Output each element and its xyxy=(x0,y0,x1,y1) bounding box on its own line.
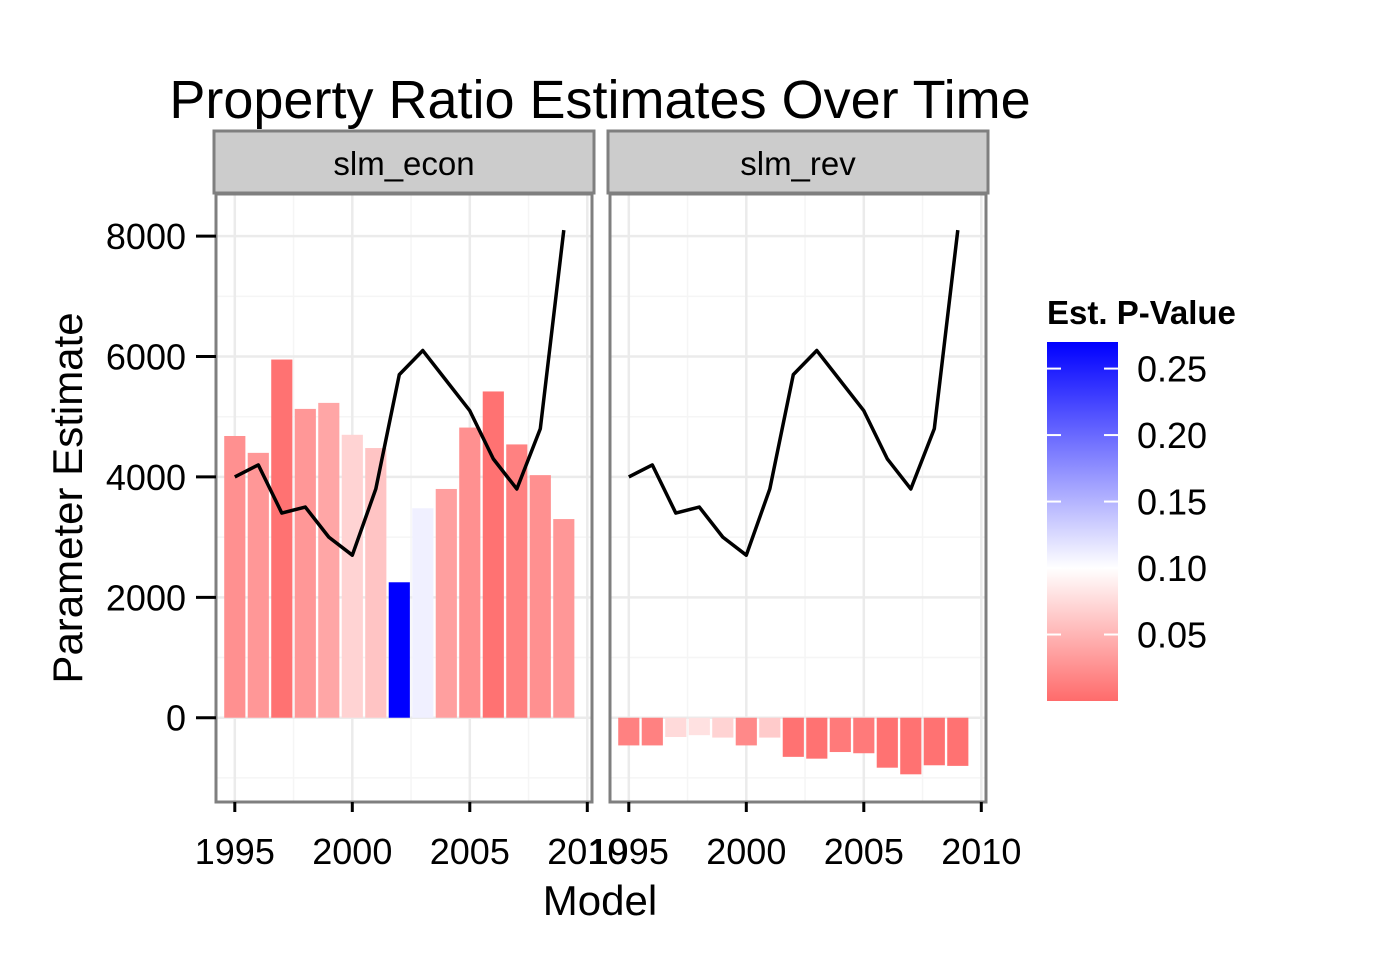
bar xyxy=(829,717,851,753)
bar xyxy=(365,448,387,718)
y-tick-label: 0 xyxy=(166,698,186,739)
bar xyxy=(224,435,246,718)
bar xyxy=(318,402,340,718)
bar xyxy=(459,427,481,718)
x-tick-label: 2010 xyxy=(941,831,1021,872)
bar xyxy=(482,391,504,718)
bar xyxy=(435,488,457,718)
facet-strip xyxy=(606,129,990,195)
facet-strip xyxy=(212,129,596,195)
x-tick-label: 2005 xyxy=(430,831,510,872)
x-tick-label: 1995 xyxy=(195,831,275,872)
y-tick-label: 4000 xyxy=(106,457,186,498)
panel-slm-econ: slm_econ xyxy=(212,129,596,804)
bar xyxy=(553,519,575,718)
bar xyxy=(782,717,804,757)
legend: Est. P-Value 0.05 0.10 0.15 0.20 0.25 xyxy=(1047,294,1236,701)
x-tick-label: 2010 xyxy=(547,831,627,872)
bar xyxy=(529,475,551,718)
series-line xyxy=(234,229,566,557)
bar xyxy=(247,452,269,718)
bar xyxy=(947,717,969,766)
bar xyxy=(735,717,757,746)
x-tick-label: 2000 xyxy=(706,831,786,872)
x-tick-label: 1995 xyxy=(589,831,669,872)
bar xyxy=(853,717,875,754)
legend-tick-label: 0.15 xyxy=(1137,482,1207,523)
facet-strip-label: slm_rev xyxy=(740,145,856,182)
legend-tick-label: 0.20 xyxy=(1137,415,1207,456)
facet-strip-label: slm_econ xyxy=(333,145,474,182)
bar xyxy=(688,717,710,736)
bar xyxy=(271,359,293,718)
y-tick-label: 8000 xyxy=(106,216,186,257)
x-tick-label: 2005 xyxy=(824,831,904,872)
x-tick-label: 2000 xyxy=(312,831,392,872)
panel-slm-rev: slm_rev xyxy=(606,129,990,804)
bar xyxy=(665,717,687,737)
bar xyxy=(388,582,410,718)
bar xyxy=(900,717,922,775)
panel-border xyxy=(214,192,594,804)
legend-colorbar xyxy=(1047,342,1118,701)
x-axis-label: Model xyxy=(543,877,657,924)
bar xyxy=(712,717,734,738)
legend-tick-label: 0.25 xyxy=(1137,349,1207,390)
panel-border xyxy=(608,192,988,804)
legend-tick-label: 0.05 xyxy=(1137,615,1207,656)
legend-title: Est. P-Value xyxy=(1047,294,1236,331)
y-tick-label: 2000 xyxy=(106,577,186,618)
bar xyxy=(506,444,528,718)
bar xyxy=(876,717,898,768)
bar xyxy=(641,717,663,746)
chart-title: Property Ratio Estimates Over Time xyxy=(169,70,1030,130)
bar xyxy=(294,408,316,718)
bar xyxy=(618,717,640,746)
bar xyxy=(412,508,434,718)
y-axis-label: Parameter Estimate xyxy=(44,312,91,683)
y-tick-label: 6000 xyxy=(106,337,186,378)
bar xyxy=(923,717,945,766)
bar xyxy=(806,717,828,759)
series-line xyxy=(628,229,960,557)
bar xyxy=(341,434,363,718)
legend-tick-label: 0.10 xyxy=(1137,548,1207,589)
panel-background xyxy=(610,194,986,802)
bar xyxy=(759,717,781,738)
y-axis: 0 2000 4000 6000 8000 xyxy=(106,216,216,739)
